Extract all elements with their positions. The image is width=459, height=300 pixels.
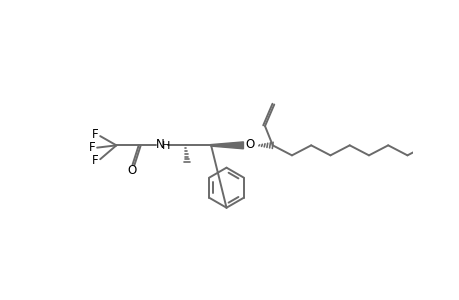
Text: O: O bbox=[127, 164, 136, 177]
Text: F: F bbox=[88, 141, 95, 154]
Text: O: O bbox=[245, 138, 254, 151]
Text: N: N bbox=[156, 138, 164, 151]
Text: F: F bbox=[91, 128, 98, 141]
Text: H: H bbox=[162, 141, 170, 151]
Text: F: F bbox=[91, 154, 98, 167]
Polygon shape bbox=[211, 142, 243, 149]
